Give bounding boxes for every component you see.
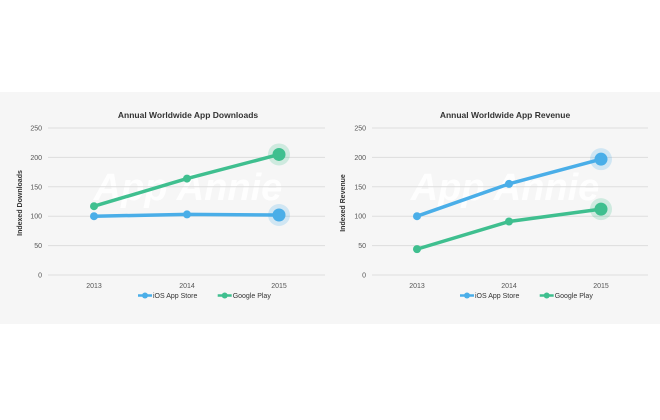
y-tick-label: 150	[30, 184, 42, 191]
legend-marker	[142, 292, 148, 299]
data-point	[183, 210, 191, 219]
watermark: App Annie	[93, 167, 283, 209]
data-point	[90, 212, 98, 221]
y-tick-label: 100	[30, 214, 42, 221]
y-axis-label: Indexed Downloads	[17, 170, 24, 236]
y-tick-label: 50	[34, 243, 42, 250]
x-tick-label: 2014	[179, 283, 195, 290]
legend-label: Google Play	[233, 293, 272, 300]
data-point	[183, 174, 191, 183]
y-tick-label: 250	[30, 126, 42, 133]
x-tick-label: 2013	[86, 283, 102, 290]
data-point	[272, 208, 286, 222]
y-tick-label: 0	[38, 273, 42, 280]
data-point	[272, 147, 286, 161]
y-tick-label: 200	[30, 155, 42, 162]
chart-title: Annual Worldwide App Downloads	[118, 110, 259, 120]
data-point	[90, 202, 98, 211]
legend-label: iOS App Store	[153, 293, 197, 300]
x-tick-label: 2015	[271, 283, 287, 290]
legend-marker	[221, 292, 228, 299]
